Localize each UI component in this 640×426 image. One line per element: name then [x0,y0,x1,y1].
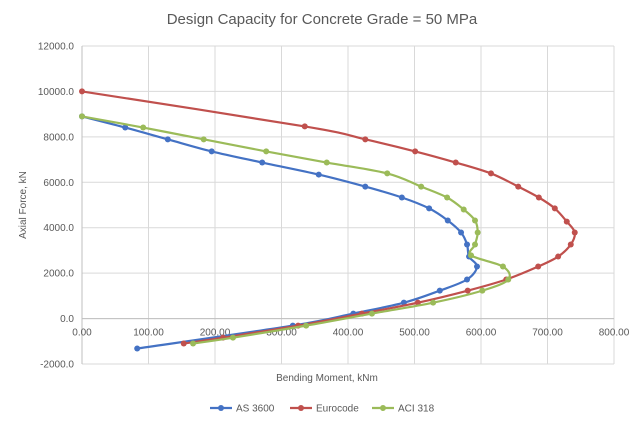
data-point [551,205,558,212]
legend-label: Eurocode [316,404,359,415]
y-tick-label: 2000.0 [43,269,74,280]
y-tick-label: 10000.0 [38,87,75,98]
series-aci-318 [79,113,512,347]
data-point [468,252,475,259]
legend-item: ACI 318 [372,404,435,415]
data-point [499,263,506,270]
data-point [368,310,375,317]
data-point [323,159,330,166]
x-tick-label: 800.00 [599,328,630,339]
data-point [140,124,147,131]
y-tick-label: 6000.0 [43,178,74,189]
x-tick-label: 0.00 [72,328,92,339]
data-point [263,148,270,155]
data-point [464,241,471,248]
data-point [444,194,451,201]
data-point [426,205,433,212]
data-point [535,263,542,270]
x-tick-label: 500.00 [399,328,430,339]
series-line [81,90,576,345]
x-tick-label: 100.00 [133,328,164,339]
data-point [563,218,570,225]
data-point [535,194,542,201]
legend-marker [218,405,224,411]
data-point [301,123,308,130]
y-tick-label: 12000.0 [38,42,75,53]
y-tick-labels: -2000.0 0.0 2000.0 4000.0 6000.0 8000.0 10000.… [38,42,75,371]
x-tick-label: 600.00 [466,328,497,339]
data-point [229,334,236,341]
chart-title: Design Capacity for Concrete Grade = 50 … [167,11,478,28]
series-group [79,88,578,352]
legend-marker [298,405,304,411]
data-point [414,299,421,306]
data-point [474,263,481,270]
data-point [79,113,85,120]
legend-label: ACI 318 [398,404,435,415]
data-point [362,183,369,190]
data-point [200,136,207,143]
data-point [444,217,451,224]
x-tick-labels: 0.00 100.00 200.00 300.00 400.00 500.00 600.00… [72,328,629,339]
data-point [452,159,459,166]
data-point [303,322,310,329]
data-point [384,170,391,177]
legend-marker [380,405,386,411]
data-point [436,287,443,294]
data-point [79,88,85,95]
y-axis-label: Axial Force, kN [18,171,29,239]
series-line [81,115,479,350]
data-point [418,183,425,190]
data-point [180,340,187,347]
data-point [122,124,129,131]
legend-label: AS 3600 [236,404,275,415]
legend-item: Eurocode [290,404,359,415]
y-tick-label: 8000.0 [43,132,74,143]
data-point [479,287,486,294]
data-point [567,241,574,248]
x-tick-label: 300.00 [266,328,297,339]
legend-item: AS 3600 [210,404,275,415]
y-tick-label: 0.0 [60,314,74,325]
x-tick-label: 200.00 [200,328,231,339]
data-point [555,253,562,260]
y-tick-label: -2000.0 [40,360,74,371]
data-point [464,287,471,294]
data-point [412,148,419,155]
data-point [398,194,405,201]
data-point [464,276,471,283]
data-point [458,229,465,236]
data-point [472,217,479,224]
data-point [190,340,197,347]
data-point [315,171,322,178]
data-point [515,183,522,190]
data-point [134,345,141,352]
y-tick-label: 4000.0 [43,223,74,234]
x-axis-label: Bending Moment, kNm [276,373,378,384]
data-point [472,241,479,248]
x-tick-label: 700.00 [532,328,563,339]
legend: AS 3600 Eurocode ACI 318 [210,404,435,415]
data-point [208,148,215,155]
data-point [474,229,481,236]
data-point [430,299,437,306]
data-point [259,159,266,166]
data-point [460,206,467,213]
data-point [362,136,369,143]
data-point [571,229,578,236]
data-point [505,276,512,283]
data-point [487,170,494,177]
data-point [164,136,171,143]
x-tick-label: 400.00 [333,328,364,339]
